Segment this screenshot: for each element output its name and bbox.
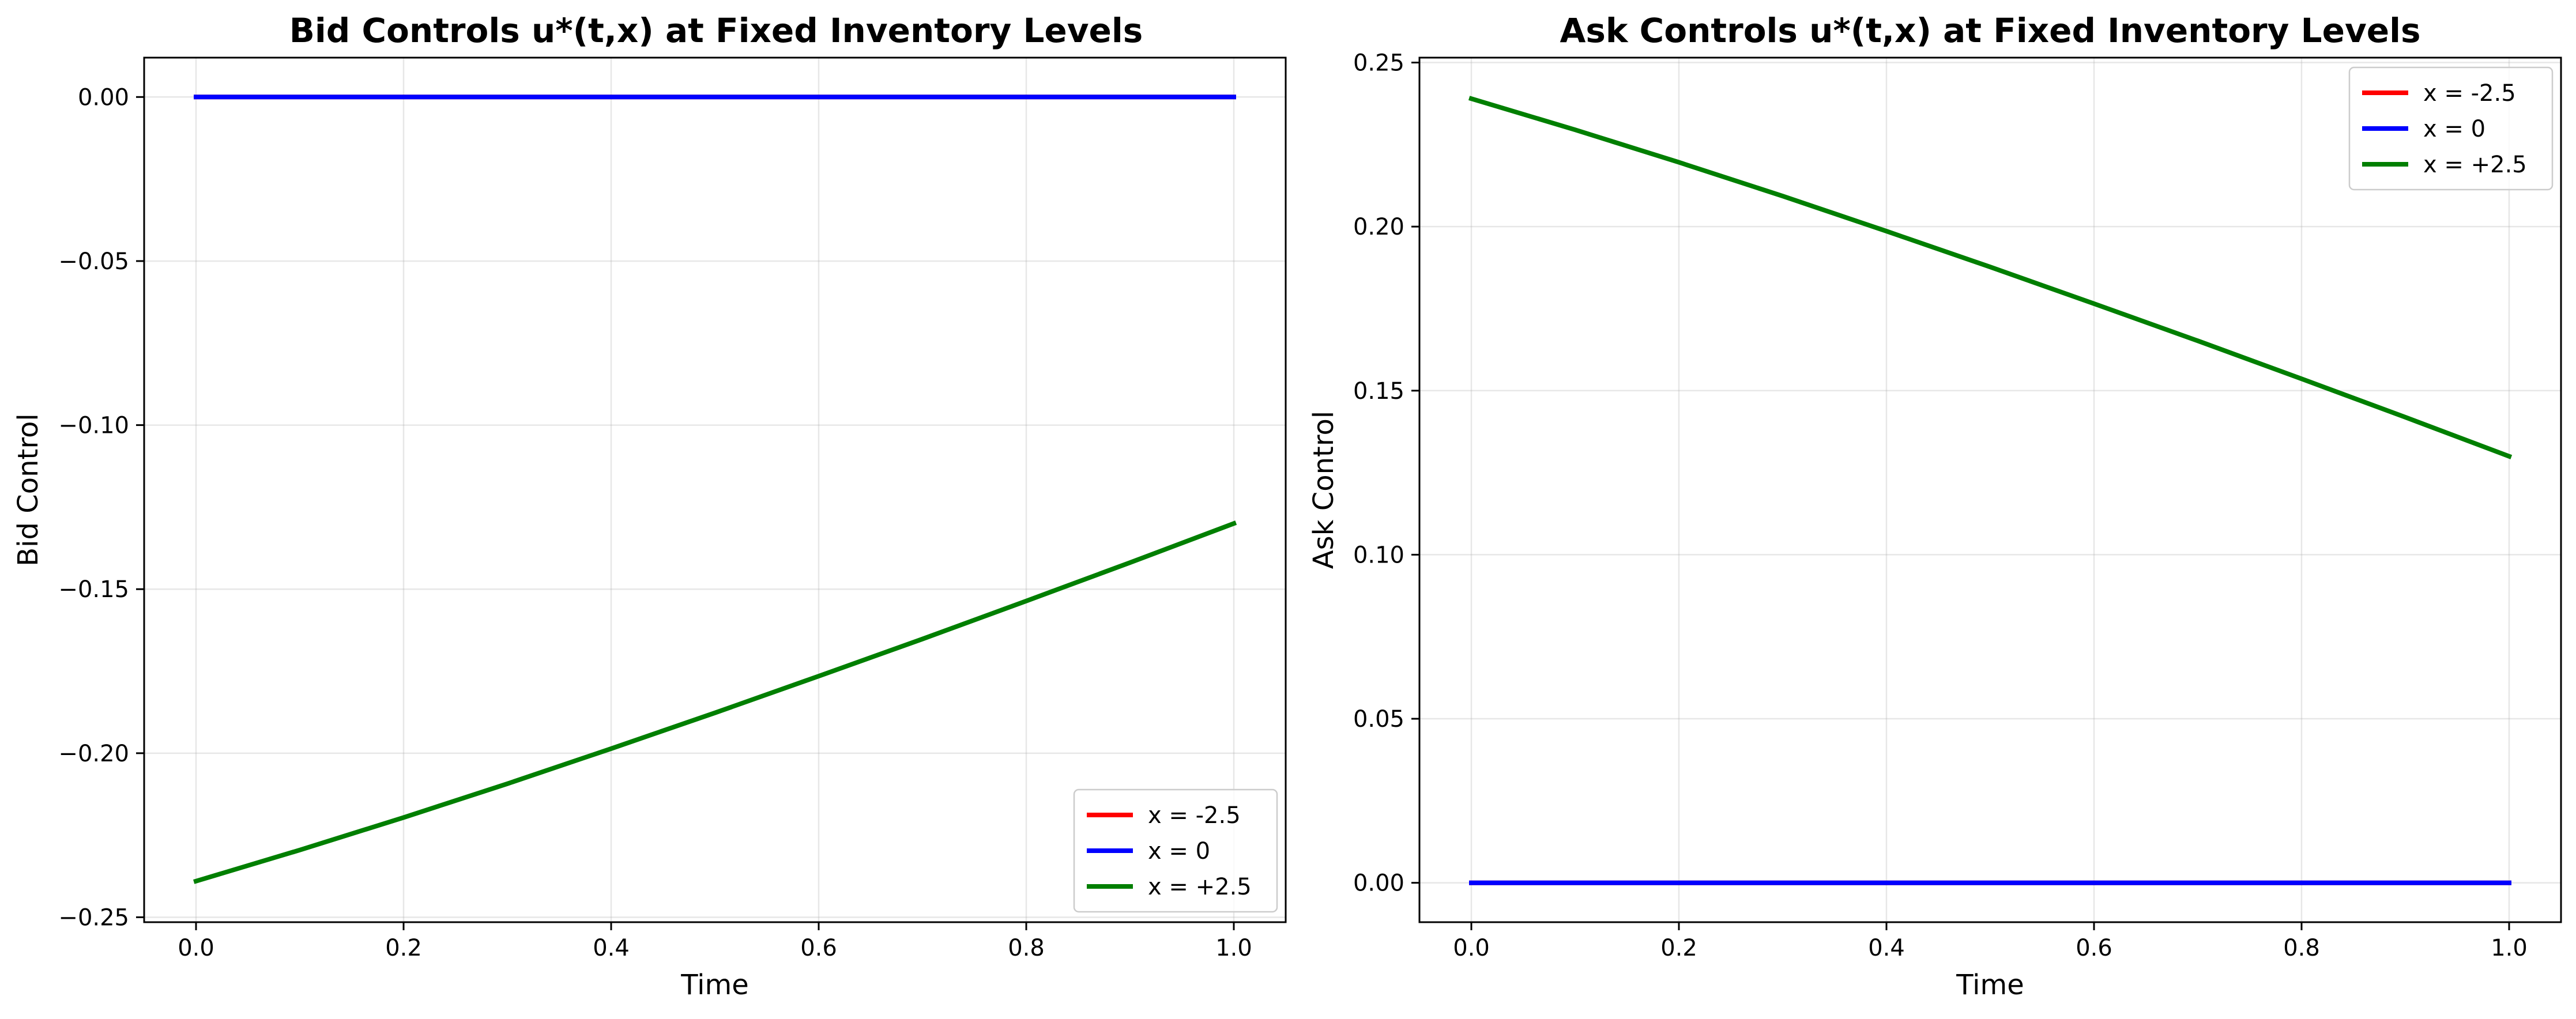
bid-chart-legend-label-2: x = +2.5 — [1148, 874, 1252, 900]
ask-chart-x-tick-label: 0.2 — [1660, 935, 1697, 961]
bid-chart-x-axis-label: Time — [680, 969, 748, 1001]
bid-chart-x-tick-label: 0.6 — [800, 935, 837, 961]
ask-chart-x-tick-label: 0.0 — [1453, 935, 1490, 961]
ask-chart-x-axis-label: Time — [1956, 969, 2024, 1001]
ask-chart-title: Ask Controls u*(t,x) at Fixed Inventory … — [1560, 11, 2421, 50]
ask-chart-y-tick-label: 0.15 — [1353, 378, 1404, 405]
ask-chart-x-tick-label: 1.0 — [2491, 935, 2528, 961]
ask-chart-legend-label-0: x = -2.5 — [2423, 80, 2516, 107]
ask-chart-legend-frame — [2348, 66, 2554, 191]
ask-chart-y-axis-label: Ask Control — [1308, 411, 1340, 569]
bid-chart-y-tick-label: −0.10 — [58, 413, 129, 439]
ask-chart-legend-label-1: x = 0 — [2423, 116, 2485, 142]
bid-chart-y-tick-label: −0.05 — [58, 248, 129, 275]
ask-chart-x-tick-label: 0.4 — [1868, 935, 1905, 961]
ask-chart-x-tick-label: 0.8 — [2283, 935, 2320, 961]
ask-chart-y-tick-label: 0.00 — [1353, 870, 1404, 897]
bid-chart-legend-label-0: x = -2.5 — [1148, 802, 1241, 829]
bid-chart-legend: x = -2.5 x = 0 x = +2.5 — [1073, 788, 1278, 913]
bid-chart-x-tick-label: 0.8 — [1008, 935, 1045, 961]
bid-chart-y-tick-label: −0.20 — [58, 741, 129, 767]
bid-chart-x-tick-label: 1.0 — [1215, 935, 1252, 961]
bid-chart-x-tick-label: 0.2 — [385, 935, 422, 961]
ask-chart-ticks: 0.0 0.2 0.4 0.6 0.8 1.0 0.00 0.05 0.10 0.15 0.20 0.… — [1353, 50, 2528, 961]
bid-chart-grid — [144, 58, 1286, 922]
bid-chart-legend-frame — [1073, 788, 1278, 913]
ask-chart-series — [1468, 96, 2513, 885]
bid-chart-panel: Bid Controls u*(t,x) at Fixed Inventory … — [12, 11, 1287, 1001]
ask-chart-y-tick-label: 0.20 — [1353, 214, 1404, 240]
ask-chart-plot-frame — [1418, 56, 2562, 923]
ask-chart-x-tick-label: 0.6 — [2076, 935, 2112, 961]
ask-chart-legend: x = -2.5 x = 0 x = +2.5 — [2348, 66, 2554, 191]
bid-chart-y-tick-label: −0.15 — [58, 576, 129, 603]
bid-chart-y-axis-label: Bid Control — [12, 413, 44, 567]
bid-chart-title: Bid Controls u*(t,x) at Fixed Inventory … — [289, 11, 1143, 50]
ask-chart-panel: Ask Controls u*(t,x) at Fixed Inventory … — [1308, 11, 2562, 1001]
ask-chart-y-tick-label: 0.25 — [1353, 50, 1404, 77]
ask-chart-series-line-2 — [1468, 96, 2513, 459]
bid-chart-plot-frame — [143, 56, 1287, 923]
bid-chart-x-tick-label: 0.4 — [593, 935, 630, 961]
ask-chart-legend-label-2: x = +2.5 — [2423, 152, 2527, 178]
bid-chart-legend-label-1: x = 0 — [1148, 838, 1210, 865]
ask-chart-y-tick-label: 0.10 — [1353, 542, 1404, 568]
bid-chart-series — [193, 95, 1237, 884]
bid-chart-y-tick-label: −0.25 — [58, 904, 129, 931]
ask-chart-y-tick-label: 0.05 — [1353, 706, 1404, 733]
bid-chart-series-line-2 — [193, 520, 1237, 884]
bid-chart-y-tick-label: 0.00 — [78, 84, 129, 111]
bid-chart-x-tick-label: 0.0 — [178, 935, 214, 961]
bid-chart-ticks: 0.0 0.2 0.4 0.6 0.8 1.0 0.00 −0.05 −0.10 −0.15 −0.… — [58, 84, 1252, 961]
